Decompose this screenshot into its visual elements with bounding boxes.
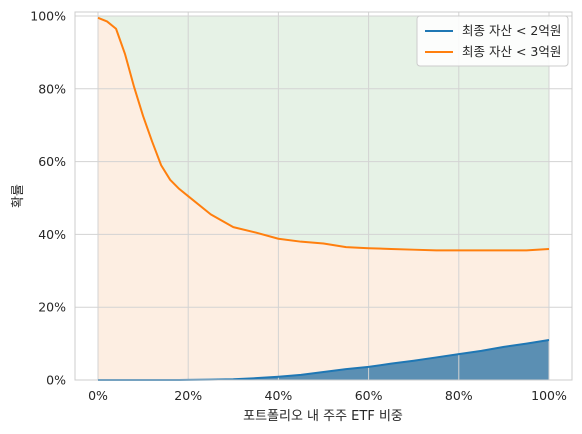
y-tick-label: 60% bbox=[38, 154, 66, 169]
x-tick-label: 0% bbox=[88, 388, 108, 403]
x-tick-label: 20% bbox=[174, 388, 202, 403]
x-axis-label: 포트폴리오 내 주주 ETF 비중 bbox=[243, 409, 403, 424]
y-axis-label: 확률 bbox=[11, 184, 26, 208]
y-tick-label: 0% bbox=[46, 373, 66, 388]
y-tick-label: 40% bbox=[38, 227, 66, 242]
y-ticks: 0% 20% 40% 60% 80% 100% bbox=[30, 9, 66, 388]
x-tick-label: 80% bbox=[445, 388, 473, 403]
series-line-2 bbox=[97, 16, 550, 252]
legend-label-series-1: 최종 자산 < 2억원 bbox=[462, 23, 561, 38]
legend-box bbox=[416, 15, 569, 67]
legend: 최종 자산 < 2억원 최종 자산 < 3억원 bbox=[416, 15, 569, 67]
x-tick-label: 100% bbox=[531, 388, 567, 403]
mid-region-fill bbox=[98, 17, 549, 380]
x-tick-label: 60% bbox=[355, 388, 383, 403]
x-ticks: 0% 20% 40% 60% 80% 100% bbox=[88, 388, 567, 403]
plot-frame bbox=[74, 11, 573, 381]
x-tick-label: 40% bbox=[265, 388, 293, 403]
upper-region-fill bbox=[98, 16, 549, 251]
area-above-series-2 bbox=[98, 16, 549, 251]
low-region-fill bbox=[98, 339, 549, 380]
y-tick-label: 20% bbox=[38, 300, 66, 315]
y-tick-label: 80% bbox=[38, 81, 66, 96]
y-tick-label: 100% bbox=[30, 9, 66, 24]
area-between-series bbox=[98, 17, 549, 380]
area-under-series-1 bbox=[98, 339, 549, 380]
legend-label-series-2: 최종 자산 < 3억원 bbox=[462, 44, 561, 59]
